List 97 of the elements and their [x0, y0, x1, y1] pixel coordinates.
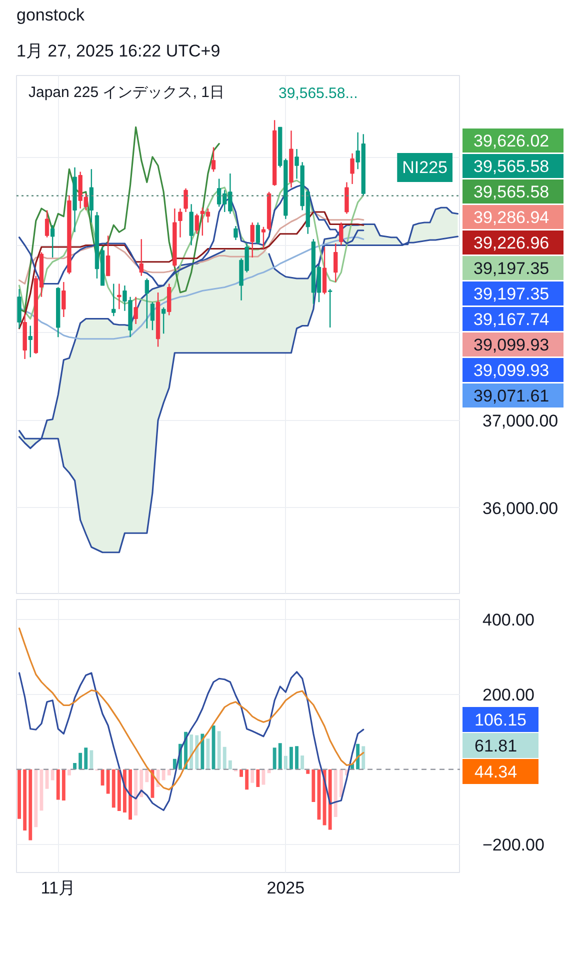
candlestick [178, 208, 182, 238]
text: 1月 27, 2025 16:22 UTC+9 [16, 42, 220, 60]
candlestick [250, 222, 254, 258]
bar [90, 750, 94, 770]
bar [84, 748, 88, 770]
candlestick [194, 213, 199, 234]
bar [28, 769, 32, 840]
candlestick [334, 242, 338, 283]
bar [106, 769, 110, 794]
bar [222, 746, 226, 770]
text: 44.34 [474, 762, 518, 782]
candlestick [89, 168, 94, 224]
bar [128, 769, 132, 820]
text: 39,071.61 [474, 386, 550, 406]
text: 39,565.58 [474, 157, 550, 176]
line-series [18, 180, 364, 320]
bar [117, 769, 121, 811]
bar [195, 735, 199, 770]
bar [68, 769, 71, 776]
y-tick-label: −200.00 [482, 835, 544, 854]
candlestick [161, 306, 166, 334]
candlestick [189, 204, 194, 246]
text: 39,197.35 [474, 284, 550, 304]
candlestick [261, 226, 266, 250]
bar [18, 769, 21, 819]
y-tick-label: 200.00 [482, 685, 534, 704]
x-tick-label: 11月 [40, 878, 76, 898]
bar [62, 769, 66, 800]
text: 106.15 [474, 710, 526, 730]
text: 39,099.93 [474, 361, 550, 380]
bar [362, 746, 366, 770]
bar [300, 756, 304, 770]
y-tick-label: 37,000.00 [482, 411, 558, 430]
bar [78, 752, 82, 770]
text: 39,197.35 [474, 259, 550, 278]
candlestick [117, 283, 122, 310]
bar [172, 758, 176, 770]
bar [23, 769, 27, 830]
candlestick [150, 302, 155, 331]
bar [217, 731, 221, 770]
bar [278, 743, 282, 770]
bar [240, 769, 243, 777]
line-series [18, 671, 364, 812]
bar [245, 769, 249, 790]
candlestick [62, 281, 66, 318]
bar [284, 756, 288, 770]
candlestick [234, 225, 238, 241]
bar [328, 769, 332, 830]
candlestick [350, 152, 354, 185]
text: 61.81 [474, 736, 518, 756]
bar [290, 746, 293, 770]
bar [140, 769, 144, 798]
chart-title: Japan 225 インデックス, 1日 [28, 84, 224, 101]
candlestick [28, 325, 32, 358]
candlestick [134, 296, 138, 325]
y-tick-label: 36,000.00 [482, 498, 558, 518]
bar [334, 769, 338, 817]
candlestick [339, 222, 344, 246]
candlestick [256, 222, 260, 245]
bar [295, 746, 298, 770]
candlestick [211, 146, 216, 172]
bar [228, 760, 232, 770]
candlestick [139, 238, 144, 276]
bar [250, 769, 254, 783]
candlestick [328, 288, 332, 328]
bar [312, 769, 316, 802]
y-tick-label: 400.00 [482, 610, 534, 630]
line-series [18, 211, 364, 330]
candlestick [44, 210, 50, 238]
bar [190, 734, 194, 770]
text: gonstock [16, 6, 86, 24]
bar [339, 769, 343, 798]
line-series [18, 628, 364, 790]
candlestick [106, 235, 110, 276]
bar [56, 769, 60, 800]
text: 39,565.58 [474, 182, 550, 202]
text: 39,226.96 [474, 234, 550, 252]
bar [134, 769, 138, 816]
x-tick-label: 2025 [266, 878, 305, 898]
text: 39,286.94 [474, 208, 550, 227]
bar [256, 769, 260, 787]
bar [34, 769, 38, 828]
text: 39,626.02 [474, 132, 550, 150]
bar [200, 734, 204, 770]
bar [73, 763, 76, 770]
line-series [18, 211, 364, 285]
candlestick [184, 188, 188, 213]
candlestick [144, 278, 150, 329]
text: 39,167.74 [474, 310, 550, 329]
bar [145, 769, 149, 782]
bar [112, 769, 116, 808]
text: 39,099.93 [474, 336, 550, 354]
bar [272, 748, 276, 770]
candlestick [50, 224, 55, 258]
annotation: 39,565.58... [278, 85, 358, 102]
annotation: NI225 [402, 158, 448, 177]
candlestick [112, 283, 116, 317]
